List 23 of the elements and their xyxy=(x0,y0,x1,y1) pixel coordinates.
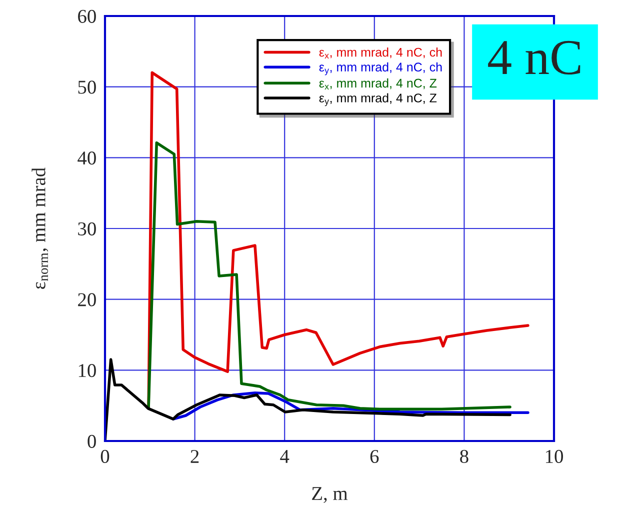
legend-label: ε$_{x}$, mm mrad, 4 nC, ch xyxy=(319,48,442,59)
y-tick-label: 0 xyxy=(88,434,96,448)
y-axis-title: ε$_{norm}$, mm mrad xyxy=(32,168,48,289)
x-tick-label: 10 xyxy=(546,450,563,464)
line-series xyxy=(105,358,512,441)
line-series xyxy=(147,141,512,411)
x-tick-label: 4 xyxy=(280,450,290,463)
annotation: 4 nC xyxy=(488,40,580,75)
line-series xyxy=(172,391,530,420)
y-tick-label: 60 xyxy=(78,10,96,23)
x-axis-title: Z, m xyxy=(312,487,348,503)
y-tick-label: 50 xyxy=(78,80,96,94)
y-tick-label: 40 xyxy=(78,151,96,165)
x-tick-label: 6 xyxy=(370,450,379,464)
legend-label: ε$_{x}$, mm mrad, 4 nC, Z xyxy=(319,78,437,90)
y-tick-label: 10 xyxy=(78,364,96,378)
legend-label: ε$_{y}$, mm mrad, 4 nC, ch xyxy=(319,62,442,76)
x-tick-label: 0 xyxy=(100,450,110,464)
x-tick-label: 2 xyxy=(190,450,199,463)
x-tick-label: 8 xyxy=(460,450,468,464)
y-tick-label: 30 xyxy=(78,222,96,236)
legend-label: ε$_{y}$, mm mrad, 4 nC, Z xyxy=(319,93,437,106)
y-tick-label: 20 xyxy=(78,293,96,306)
